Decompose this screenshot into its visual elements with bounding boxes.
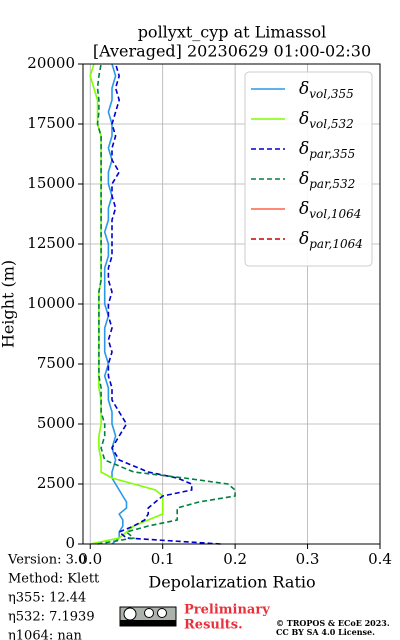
y-tick-label: 10000	[27, 294, 75, 312]
y-tick-label: 17500	[27, 114, 75, 132]
y-tick-label: 20000	[27, 54, 75, 72]
notice: Preliminary	[184, 603, 270, 618]
y-tick-label: 7500	[37, 354, 75, 372]
info-line: Version: 3.0	[7, 553, 86, 568]
x-tick-label: 0.2	[223, 550, 247, 568]
x-tick-label: 0.3	[296, 550, 320, 568]
legend-label: δpar,355	[299, 139, 355, 161]
y-tick-label: 15000	[27, 174, 75, 192]
copyright: © TROPOS & ECoE 2023.	[276, 618, 390, 628]
chart-subtitle: [Averaged] 20230629 01:00-02:30	[93, 42, 371, 61]
notice: Results.	[184, 618, 243, 633]
info-line: η1064: nan	[8, 629, 83, 640]
x-axis-label: Depolarization Ratio	[148, 573, 315, 592]
profile-line	[96, 63, 236, 545]
legend-label: δvol,355	[299, 79, 354, 101]
chart-title: pollyxt_cyp at Limassol	[138, 23, 327, 42]
y-axis-label: Height (m)	[0, 260, 18, 348]
copyright: CC BY SA 4.0 License.	[276, 627, 375, 637]
y-tick-label: 5000	[37, 414, 75, 432]
profile-line	[103, 63, 128, 545]
x-tick-label: 0.4	[368, 550, 392, 568]
cc-logo	[119, 606, 177, 627]
profile-line	[107, 63, 221, 545]
x-tick-label: 0.1	[151, 550, 175, 568]
y-tick-label: 12500	[27, 234, 75, 252]
plot-frame	[82, 63, 381, 545]
info-line: η532: 7.1939	[8, 610, 95, 625]
y-tick-label: 0	[65, 534, 75, 552]
info-line: η355: 12.44	[8, 591, 86, 606]
legend-label: δpar,1064	[299, 229, 363, 251]
legend-box	[244, 71, 373, 267]
legend-label: δvol,532	[299, 109, 354, 131]
y-tick-label: 2500	[37, 474, 75, 492]
x-tick-label: 0.0	[78, 550, 102, 568]
info-line: Method: Klett	[8, 572, 100, 587]
legend-label: δvol,1064	[299, 199, 361, 221]
legend-label: δpar,532	[299, 169, 355, 191]
